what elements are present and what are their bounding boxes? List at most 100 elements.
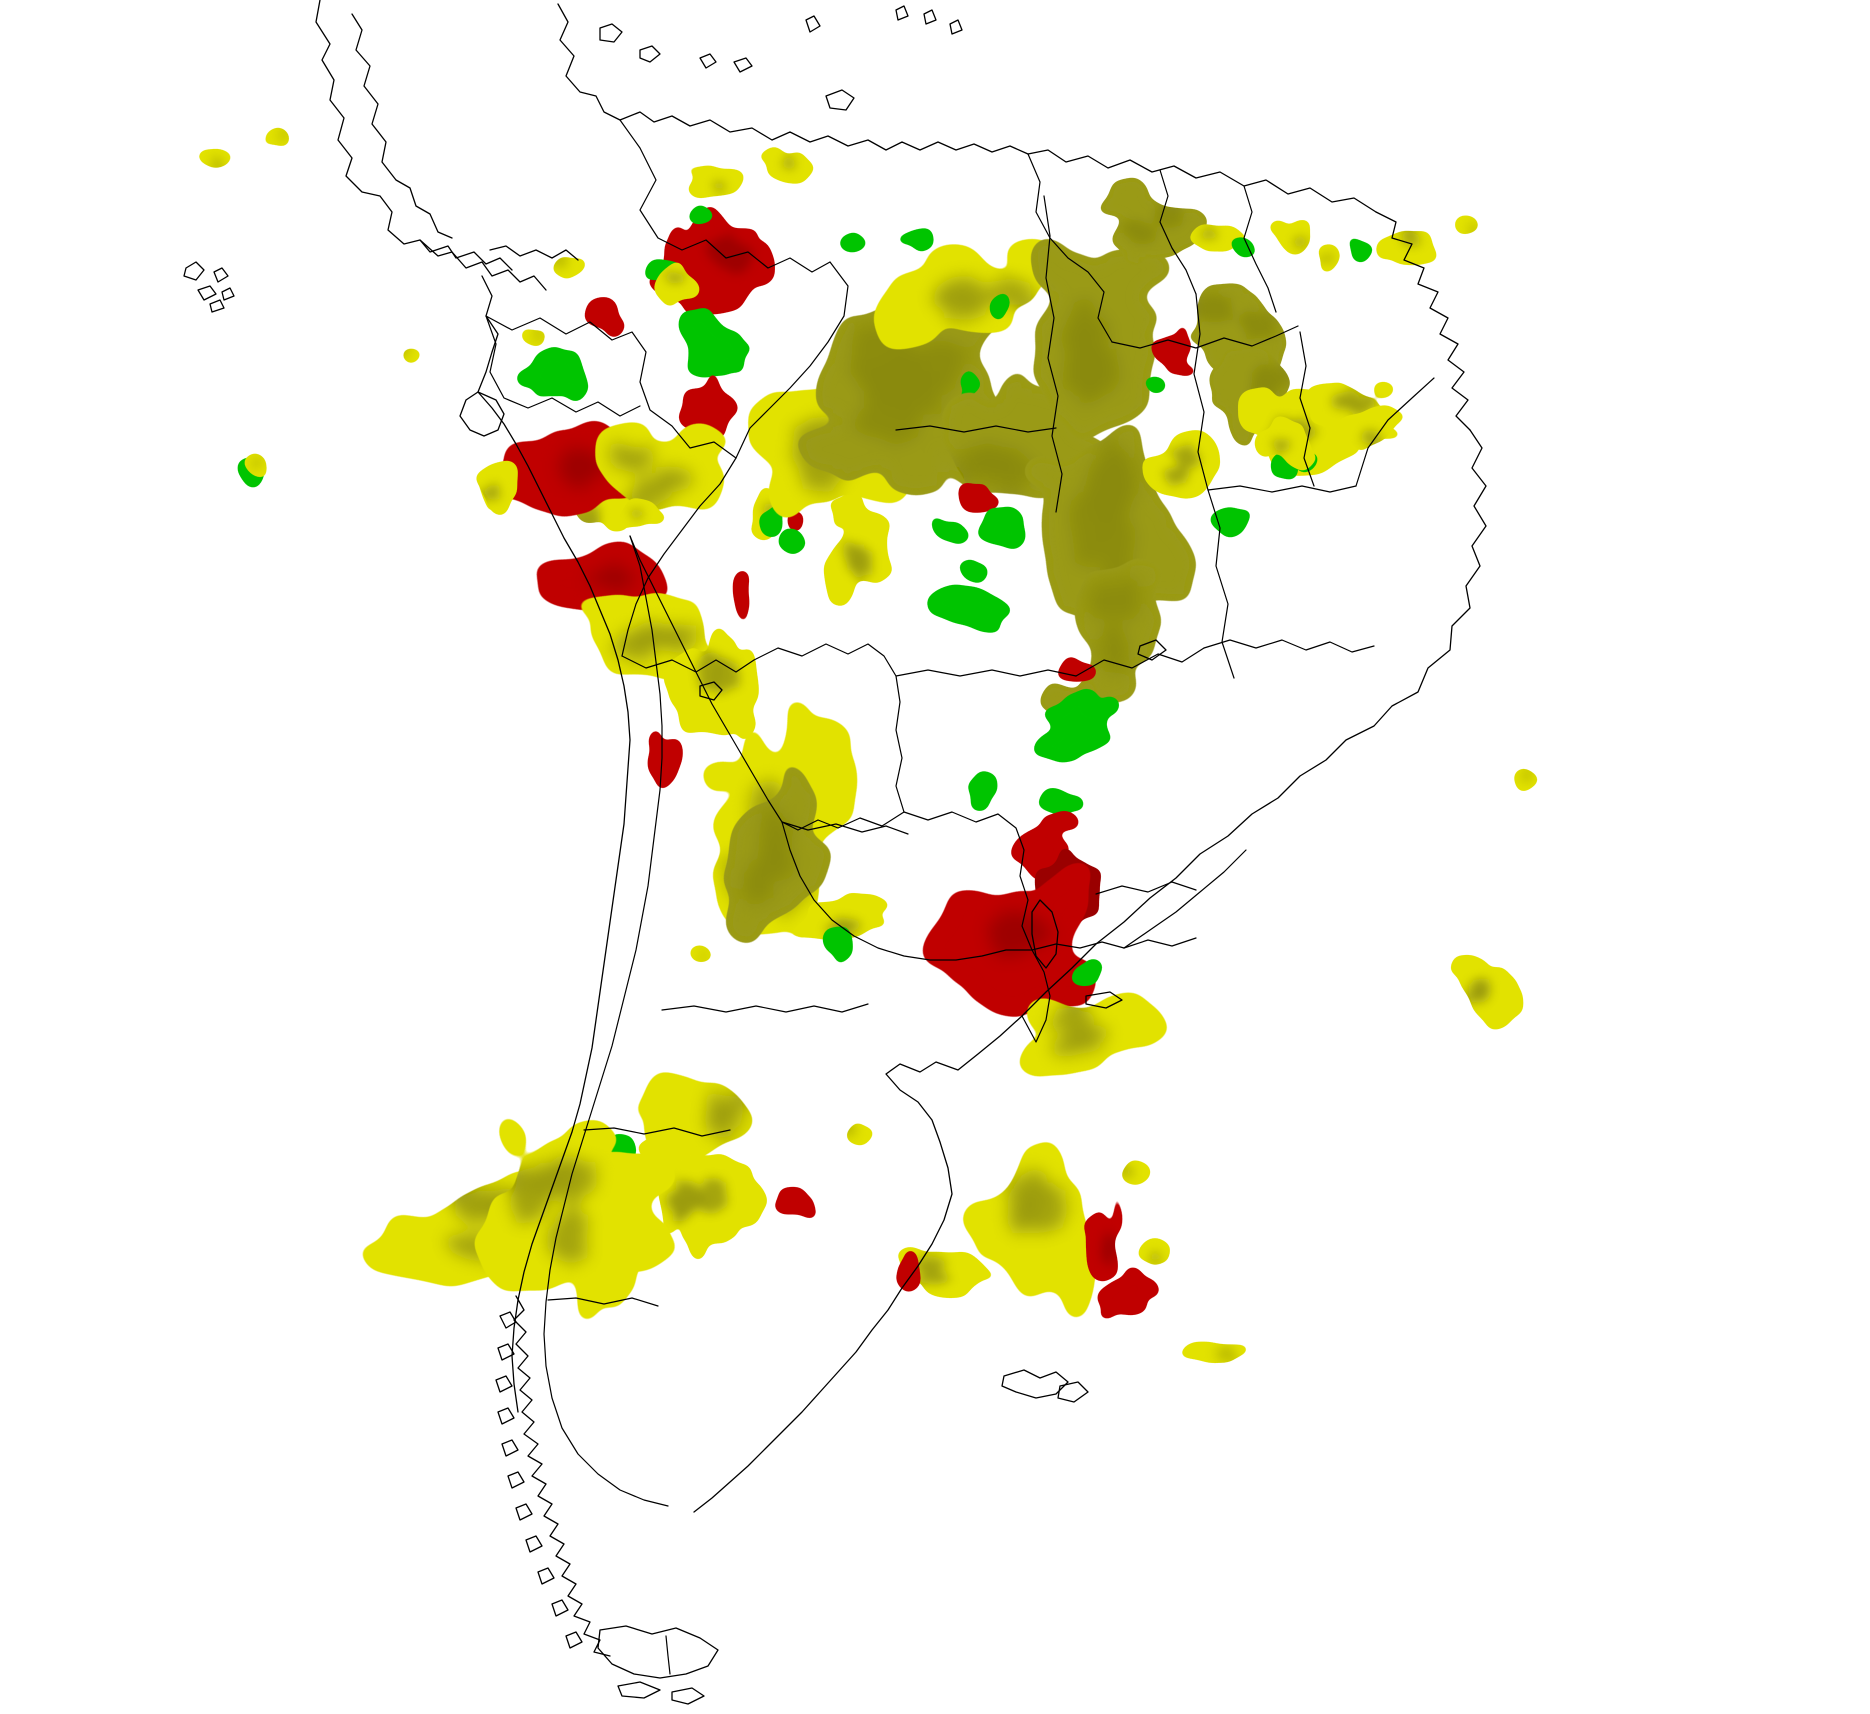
patch-green [777,527,807,555]
patch-yellow [474,460,519,518]
inland-lake-pampas [1085,991,1123,1009]
patch-green [678,306,755,378]
border-chile-argentina [544,536,668,1506]
panama-coast [489,245,579,261]
central-america-coast [315,0,513,271]
border-bolivia-chile-argentina [630,536,782,822]
patch-yellow [962,1138,1096,1319]
border-peru-brazil [622,458,736,656]
state-border-mato-grosso [896,426,1056,432]
state-border-sc-rs [1096,882,1196,894]
patch-green [965,770,1000,813]
patch-green [687,203,715,226]
patch-yellow [1376,230,1438,265]
patch-yellow [551,255,587,280]
patch-green [515,346,591,402]
patch-olive [1030,236,1170,445]
border-argentina-uruguay [1022,950,1050,1042]
patch-green [930,514,972,546]
border-venezuela-guyana [1028,154,1112,342]
tierra-del-fuego [597,1625,719,1679]
border-uruguay-brazil [1032,942,1124,950]
state-border-rs-internal [1124,938,1196,948]
patch-yellow [590,423,732,511]
patch-green [988,291,1011,324]
patch-green [1070,958,1103,986]
patch-yellow [402,347,424,365]
isthmus-coast [419,239,547,291]
patch-yellow [610,497,668,529]
province-border-arg-north [782,822,908,834]
border-paraguay-brazil [904,812,1032,950]
patch-green [822,925,854,967]
border-bolivia-paraguay [782,812,904,830]
patch-green [1032,688,1120,764]
pacific-coast [477,275,631,1413]
patch-green [977,507,1028,550]
patch-yellow [259,127,290,147]
patch-yellow [1176,1342,1252,1363]
patch-green [957,556,989,586]
falkland-islands-east [1057,1381,1089,1403]
brazil-north-coast [1375,211,1471,431]
patagonia-fjords [513,1295,611,1657]
patch-yellow [1265,219,1312,256]
border-colombia-venezuela [620,120,830,272]
border-suriname-frenchguiana [1244,186,1276,312]
patch-green [1141,375,1168,394]
venezuela-north-coast [557,3,1029,155]
patch-red [921,863,1098,1017]
border-paraguay-argentina [782,822,1032,960]
patch-yellow [519,327,549,348]
patch-yellow [1136,1237,1172,1266]
lagoa-dos-patos [1031,899,1059,969]
lesser-antilles [895,5,963,35]
caribbean-isle-4 [733,57,753,73]
border-guianas-brazil [1112,326,1298,348]
patch-yellow [653,259,700,309]
border-colombia-ecuador-peru [486,316,736,458]
falkland-islands [1001,1369,1069,1399]
state-border-mt-ms [896,670,1076,676]
caribbean-isle-2 [639,45,661,63]
border-guyana-suriname [1160,170,1196,294]
patch-yellow [568,593,720,681]
patch-yellow [197,148,235,168]
patch-olive [1074,559,1166,707]
patch-red [733,569,750,627]
patch-red [957,482,1002,513]
patch-yellow [473,1113,659,1322]
patch-yellow [1453,215,1479,236]
state-border-minas [1204,640,1374,652]
patch-olive [1023,424,1197,632]
province-border-arg-central [662,1004,868,1012]
border-colombia-brazil [736,262,848,458]
anomaly-patch-layer [197,127,1540,1363]
patch-red [895,1249,921,1293]
mar-chiquita [1137,639,1167,661]
caribbean-isle-3 [699,53,717,69]
patch-yellow [635,1129,768,1263]
patch-green [1347,236,1375,263]
border-peru-ecuador [486,316,640,416]
patch-green [1209,507,1252,538]
patch-yellow [679,164,745,198]
patch-green [1036,787,1085,816]
hispaniola-coast [825,89,855,111]
state-border-sp-parana [1124,850,1246,948]
guianas-coast [1027,149,1377,213]
patch-yellow [1254,414,1321,472]
patch-green [896,228,935,253]
patch-olive [1096,177,1209,268]
state-border-amazonas-para [1044,196,1062,512]
patch-red [1097,1266,1160,1320]
province-border-arg-south [548,1298,658,1306]
tierra-del-fuego-border [666,1636,670,1674]
patch-yellow [1142,430,1222,499]
patch-green [926,584,1012,633]
state-border-para-maranhao [1194,294,1208,490]
border-bolivia-brazil [754,644,904,812]
patch-yellow [1447,954,1524,1030]
